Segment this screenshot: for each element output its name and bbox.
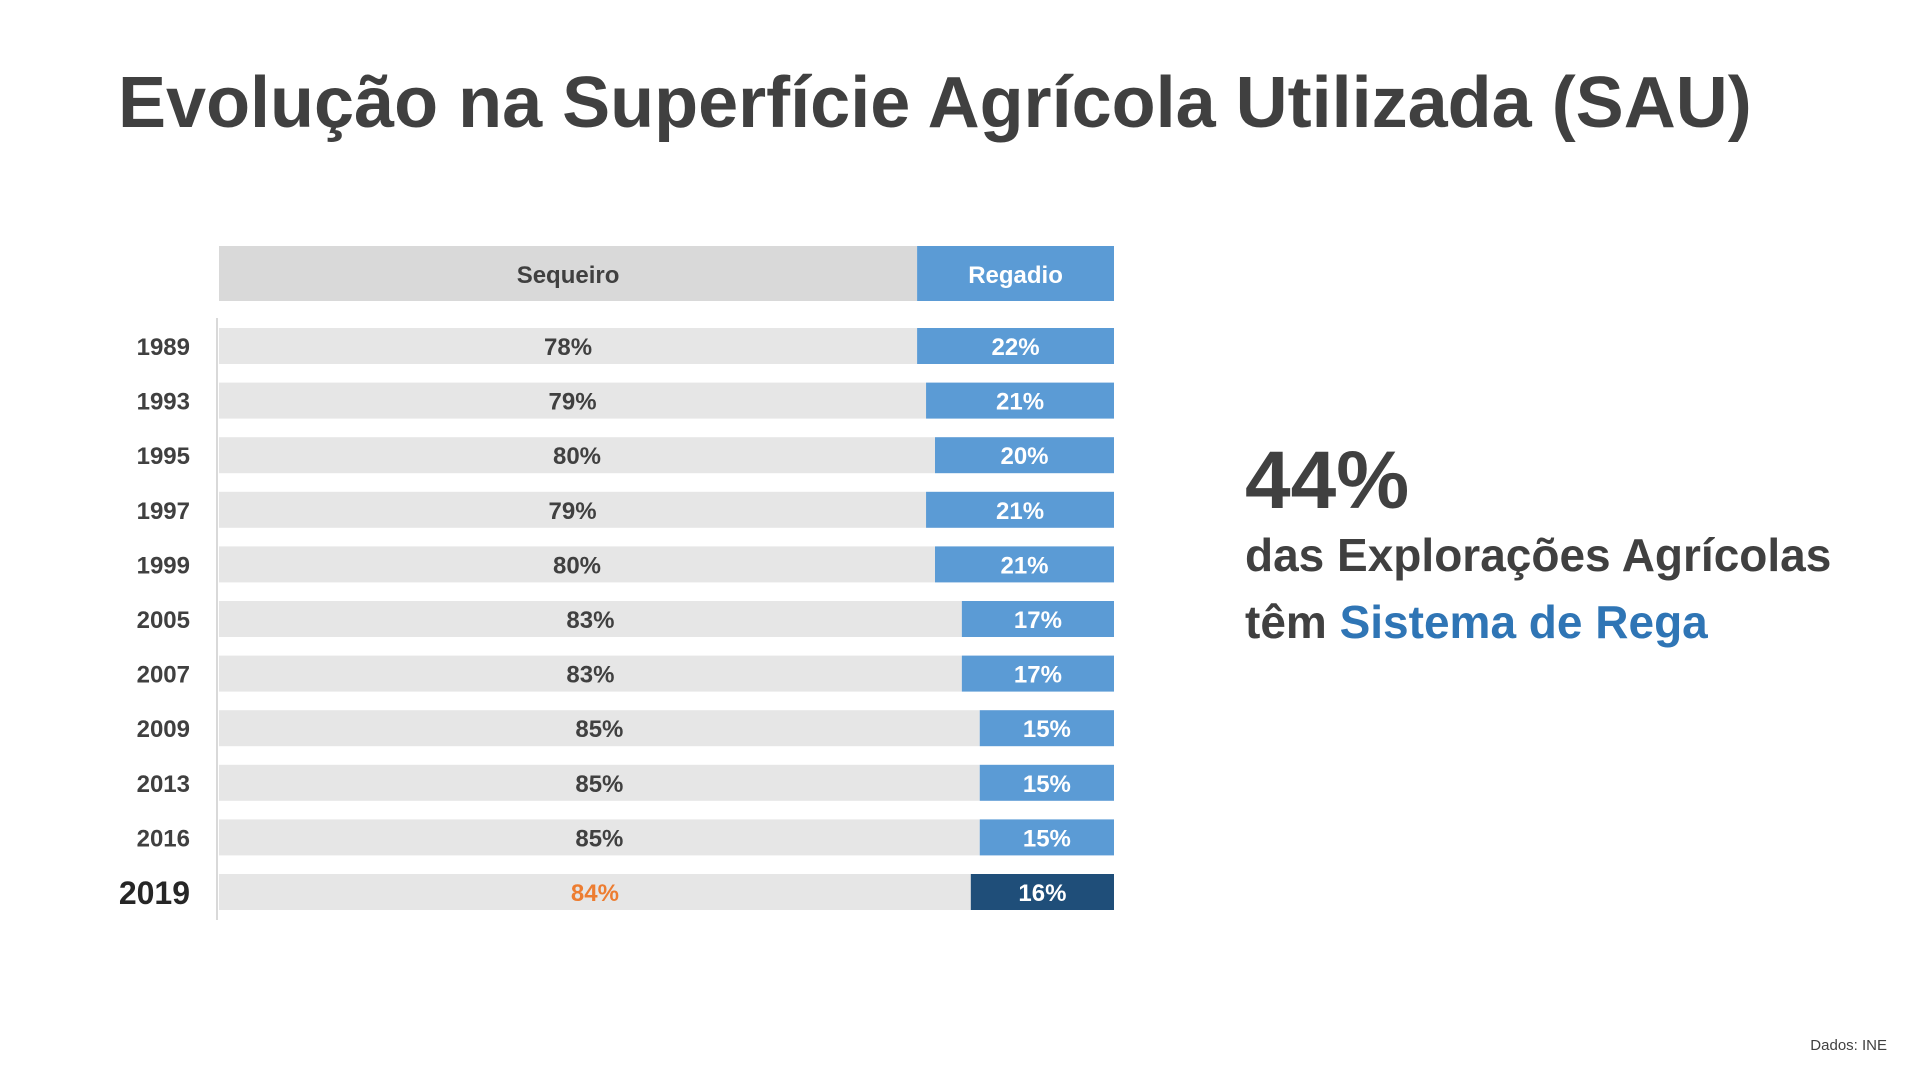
data-label-regadio-1989: 22% xyxy=(992,334,1040,361)
bar-sequeiro-2007 xyxy=(219,655,962,692)
callout-line-1: das Explorações Agrícolas xyxy=(1245,529,1832,581)
data-label-regadio-2019: 16% xyxy=(1018,880,1066,907)
data-label-regadio-1997: 21% xyxy=(996,498,1044,525)
legend-label-regadio: Regadio xyxy=(968,262,1063,289)
bar-regadio-2005 xyxy=(961,601,1114,637)
data-label-regadio-2016: 15% xyxy=(1023,825,1071,852)
bar-regadio-1993 xyxy=(926,382,1114,419)
bar-sequeiro-2016 xyxy=(219,819,980,856)
bar-sequeiro-1995 xyxy=(219,437,935,474)
bar-regadio-2013 xyxy=(979,764,1114,801)
data-label-regadio-2007: 17% xyxy=(1014,662,1062,689)
data-label-sequeiro-2005: 83% xyxy=(566,607,614,634)
data-label-regadio-1993: 21% xyxy=(996,389,1044,416)
data-label-regadio-1999: 21% xyxy=(1000,552,1048,579)
data-label-sequeiro-2019: 84% xyxy=(571,880,619,907)
data-label-sequeiro-2009: 85% xyxy=(575,716,623,743)
stacked-bar-chart: Sequeiro Regadio 1989 78% 22% 1993 79% 21% 1995 8… xyxy=(119,246,1114,920)
data-label-regadio-2009: 15% xyxy=(1023,716,1071,743)
bar-regadio-1995 xyxy=(935,437,1114,474)
callout: 44% das Explorações Agrícolas têm Sistem… xyxy=(1245,440,1831,655)
page-title: Evolução na Superfície Agrícola Utilizad… xyxy=(118,63,1752,143)
data-label-sequeiro-1989: 78% xyxy=(544,334,592,361)
y-tick-label-2013: 2013 xyxy=(137,771,190,798)
data-label-regadio-1995: 20% xyxy=(1000,443,1048,470)
data-label-regadio-2013: 15% xyxy=(1023,771,1071,798)
y-tick-label-2009: 2009 xyxy=(137,716,190,743)
bar-regadio-2016 xyxy=(979,819,1114,856)
bar-sequeiro-1999 xyxy=(219,546,935,583)
bar-sequeiro-2005 xyxy=(219,601,962,637)
y-tick-label-1997: 1997 xyxy=(137,498,190,525)
bar-regadio-1989 xyxy=(917,328,1114,364)
bar-regadio-2019 xyxy=(970,874,1114,910)
data-label-regadio-2005: 17% xyxy=(1014,607,1062,634)
data-label-sequeiro-1997: 79% xyxy=(549,498,597,525)
bar-regadio-2009 xyxy=(979,710,1114,747)
source-note: Dados: INE xyxy=(1810,1037,1887,1054)
bar-sequeiro-2009 xyxy=(219,710,980,747)
legend-label-sequeiro: Sequeiro xyxy=(517,262,620,289)
header-sequeiro xyxy=(219,246,918,301)
data-label-sequeiro-2013: 85% xyxy=(575,771,623,798)
data-label-sequeiro-2016: 85% xyxy=(575,825,623,852)
bar-sequeiro-2013 xyxy=(219,764,980,801)
bar-sequeiro-1997 xyxy=(219,491,927,528)
callout-value: 44% xyxy=(1245,435,1410,526)
y-tick-label-2005: 2005 xyxy=(137,607,190,634)
y-tick-label-1993: 1993 xyxy=(137,389,190,416)
bar-sequeiro-1993 xyxy=(219,382,927,419)
y-tick-label-2007: 2007 xyxy=(137,662,190,689)
y-tick-label-1999: 1999 xyxy=(137,552,190,579)
y-tick-label-2016: 2016 xyxy=(137,825,190,852)
bar-regadio-1997 xyxy=(926,491,1114,528)
callout-line-2: têm Sistema de Rega xyxy=(1245,589,1831,656)
data-label-sequeiro-1999: 80% xyxy=(553,552,601,579)
y-tick-label-2019: 2019 xyxy=(119,875,190,911)
bar-sequeiro-2019 xyxy=(219,874,971,910)
data-label-sequeiro-1995: 80% xyxy=(553,443,601,470)
bar-sequeiro-1989 xyxy=(219,328,918,364)
bar-regadio-2007 xyxy=(961,655,1114,692)
data-label-sequeiro-2007: 83% xyxy=(566,662,614,689)
bar-regadio-1999 xyxy=(935,546,1114,583)
y-tick-label-1989: 1989 xyxy=(137,334,190,361)
data-label-sequeiro-1993: 79% xyxy=(549,389,597,416)
y-tick-label-1995: 1995 xyxy=(137,443,190,470)
callout-line-2-prefix: têm xyxy=(1245,595,1340,648)
callout-accent-text: Sistema de Rega xyxy=(1339,595,1708,648)
header-regadio xyxy=(917,246,1114,301)
